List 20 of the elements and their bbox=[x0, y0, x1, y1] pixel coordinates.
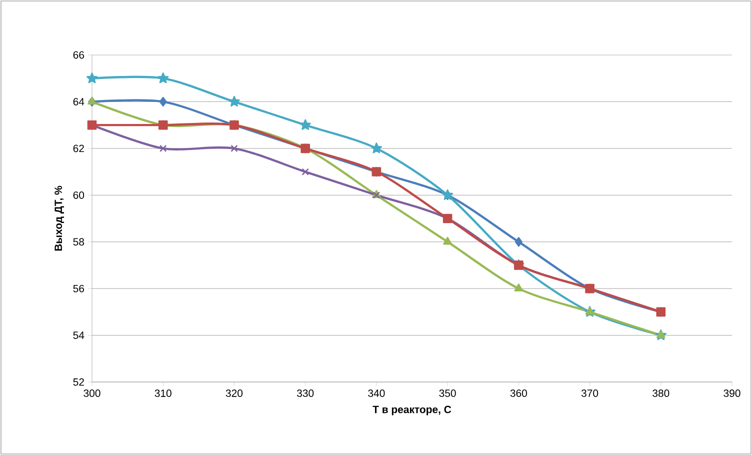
y-tick-label: 64 bbox=[73, 98, 84, 106]
x-tick-label: 360 bbox=[510, 390, 527, 397]
y-axis-title: Выход ДТ, % bbox=[54, 186, 64, 251]
x-tick-label: 380 bbox=[652, 390, 670, 397]
x-tick-label: 320 bbox=[226, 390, 243, 397]
x-tick-label: 350 bbox=[439, 390, 456, 397]
x-tick-label: 340 bbox=[368, 390, 385, 397]
x-tick-label: 370 bbox=[581, 390, 598, 397]
x-tick-label: 390 bbox=[724, 390, 740, 397]
y-tick-label: 66 bbox=[73, 51, 84, 59]
x-tick-label: 310 bbox=[154, 390, 172, 397]
y-tick-label: 52 bbox=[73, 378, 84, 386]
y-tick-label: 60 bbox=[73, 191, 84, 199]
x-tick-label: 300 bbox=[84, 390, 100, 397]
y-tick-label: 56 bbox=[73, 284, 84, 292]
x-axis-title: T в реакторе, С bbox=[372, 406, 452, 416]
x-tick-label: 330 bbox=[297, 390, 314, 397]
y-tick-label: 62 bbox=[73, 144, 84, 152]
y-tick-label: 54 bbox=[73, 332, 84, 339]
y-tick-label: 58 bbox=[73, 238, 84, 246]
